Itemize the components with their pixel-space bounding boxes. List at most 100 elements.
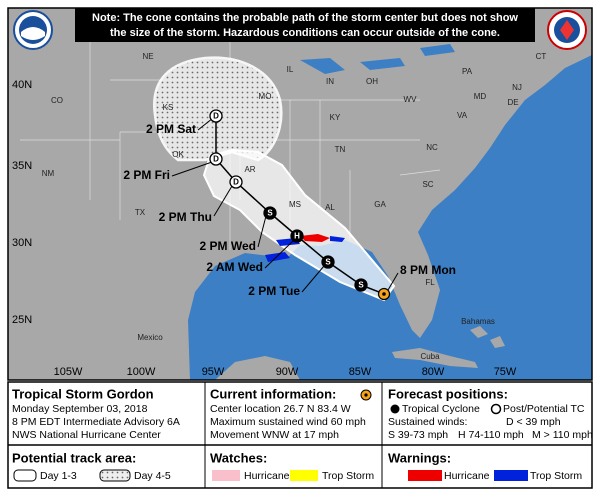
place-label: NJ <box>512 83 522 92</box>
storm-line: 8 PM EDT Intermediate Advisory 6A <box>12 416 180 428</box>
forecast-item: H 74-110 mph <box>458 429 524 441</box>
forecast-point <box>229 175 243 189</box>
place-label: CO <box>51 96 63 105</box>
current-position-dot <box>382 292 386 296</box>
place-label: NC <box>426 143 438 152</box>
lon-label: 85W <box>349 366 372 378</box>
place-label: TX <box>135 208 146 217</box>
place-label: NM <box>42 169 55 178</box>
place-label: AL <box>325 203 335 212</box>
forecast-point <box>354 278 368 292</box>
lat-label: 25N <box>12 314 32 326</box>
forecast-point <box>321 255 335 269</box>
forecast-point-letter: H <box>294 232 300 241</box>
current-title: Current information: <box>210 386 336 401</box>
storm-line: NWS National Hurricane Center <box>12 429 161 441</box>
place-label: Bahamas <box>461 317 495 326</box>
place-label: Mexico <box>137 333 163 342</box>
place-label: KY <box>330 113 341 122</box>
place-label: MO <box>259 92 272 101</box>
lon-label: 90W <box>276 366 299 378</box>
map-labels: 40N 35N 30N 25N 105W 100W 95W 90W 85W 80W 75W NE IL I… <box>12 52 546 378</box>
lat-label: 30N <box>12 237 32 249</box>
forecast-title: Forecast positions: <box>388 386 508 401</box>
place-label: OK <box>172 150 184 159</box>
cone-day-4-5 <box>152 56 283 162</box>
place-label: VA <box>457 111 468 120</box>
track-label: 2 PM Sat <box>146 122 196 136</box>
place-label: SC <box>422 180 433 189</box>
place-label: TN <box>335 145 346 154</box>
forecast-item: Post/Potential TC <box>503 403 585 415</box>
current-line: Movement WNW at 17 mph <box>210 429 339 441</box>
place-label: MS <box>289 200 301 209</box>
place-label: OH <box>366 77 378 86</box>
place-label: GA <box>374 200 386 209</box>
hurricane-watch-swatch <box>212 470 240 481</box>
legend-item: Hurricane <box>444 470 490 482</box>
hurricane-warning-swatch <box>408 470 442 481</box>
legend-item: Hurricane <box>244 470 290 482</box>
watches-title: Watches: <box>210 450 267 465</box>
lat-label: 40N <box>12 79 32 91</box>
forecast-point <box>290 229 304 243</box>
place-label: Cuba <box>420 352 440 361</box>
day45-swatch <box>99 469 131 482</box>
place-label: AR <box>244 165 255 174</box>
place-label: PA <box>462 67 473 76</box>
place-label: MD <box>474 92 487 101</box>
forecast-point-letter: S <box>267 209 273 218</box>
track-label: 2 PM Tue <box>248 284 300 298</box>
noaa-logo <box>13 10 53 50</box>
storm-warning <box>265 236 345 262</box>
forecast-item: Sustained winds: <box>388 416 467 428</box>
note-line: the size of the storm. Hazardous conditi… <box>110 27 500 39</box>
forecast-point-letter: S <box>325 258 331 267</box>
yucatan <box>215 356 300 380</box>
lon-label: 100W <box>127 366 156 378</box>
storm-line: Monday September 03, 2018 <box>12 403 148 415</box>
tc-symbol <box>390 404 400 414</box>
forecast-point <box>263 206 277 220</box>
forecast-point <box>209 109 223 123</box>
nws-logo <box>547 10 587 50</box>
place-label: IL <box>287 65 294 74</box>
storm-warning-swatch <box>494 470 528 481</box>
track-label: 2 PM Thu <box>159 210 212 224</box>
place-label: KS <box>163 103 174 112</box>
place-label: NE <box>142 52 153 61</box>
legend-item: Trop Storm <box>530 470 582 482</box>
great-lakes <box>300 44 455 74</box>
forecast-point-letter: D <box>213 155 219 164</box>
note-line: Note: The cone contains the probable pat… <box>92 12 518 24</box>
forecast-item: Tropical Cyclone <box>402 403 480 415</box>
lon-label: 95W <box>202 366 225 378</box>
cone-day-1-3 <box>202 148 396 302</box>
track-label: 8 PM Mon <box>400 263 456 277</box>
forecast-item: M > 110 mph <box>532 429 593 441</box>
track-label: 2 AM Wed <box>206 260 263 274</box>
legend-item: Trop Storm <box>322 470 374 482</box>
hurricane-warning <box>300 234 330 242</box>
storm-title: Tropical Storm Gordon <box>12 386 154 401</box>
cuba-land <box>392 348 478 368</box>
lon-label: 80W <box>422 366 445 378</box>
post-tc-symbol <box>490 403 502 415</box>
storm-watch-swatch <box>290 470 318 481</box>
place-label: DE <box>507 98 518 107</box>
track-points: S S H S D D D <box>209 109 391 301</box>
current-symbol-dot <box>364 393 368 397</box>
note-box <box>75 8 535 42</box>
bahamas-land <box>470 326 505 348</box>
warnings-title: Warnings: <box>388 450 451 465</box>
lon-label: 105W <box>54 366 83 378</box>
lon-label: 75W <box>494 366 517 378</box>
track-area-title: Potential track area: <box>12 450 136 465</box>
current-line: Maximum sustained wind 60 mph <box>210 416 366 428</box>
day13-swatch <box>13 469 37 482</box>
place-label: IN <box>326 77 334 86</box>
label-leaders <box>171 117 399 293</box>
forecast-item: S 39-73 mph <box>388 429 448 441</box>
forecast-point-letter: D <box>213 112 219 121</box>
